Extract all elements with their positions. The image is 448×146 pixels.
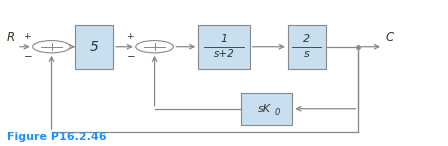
- FancyBboxPatch shape: [198, 25, 250, 69]
- Circle shape: [136, 41, 173, 53]
- Text: 1: 1: [220, 34, 228, 44]
- Text: −: −: [127, 52, 136, 62]
- FancyBboxPatch shape: [241, 93, 293, 125]
- Text: sK: sK: [258, 104, 271, 114]
- Text: R: R: [7, 31, 15, 45]
- Text: 0: 0: [275, 108, 280, 117]
- FancyBboxPatch shape: [288, 25, 326, 69]
- Text: s+2: s+2: [214, 49, 234, 59]
- Text: s: s: [304, 49, 310, 59]
- Text: Figure P16.2.46: Figure P16.2.46: [7, 132, 106, 141]
- Text: 5: 5: [90, 40, 99, 54]
- Text: +: +: [23, 32, 31, 41]
- Text: 2: 2: [303, 34, 310, 44]
- FancyBboxPatch shape: [75, 25, 113, 69]
- Circle shape: [33, 41, 70, 53]
- Text: C: C: [386, 31, 394, 45]
- Text: +: +: [126, 32, 134, 41]
- Text: −: −: [24, 52, 33, 62]
